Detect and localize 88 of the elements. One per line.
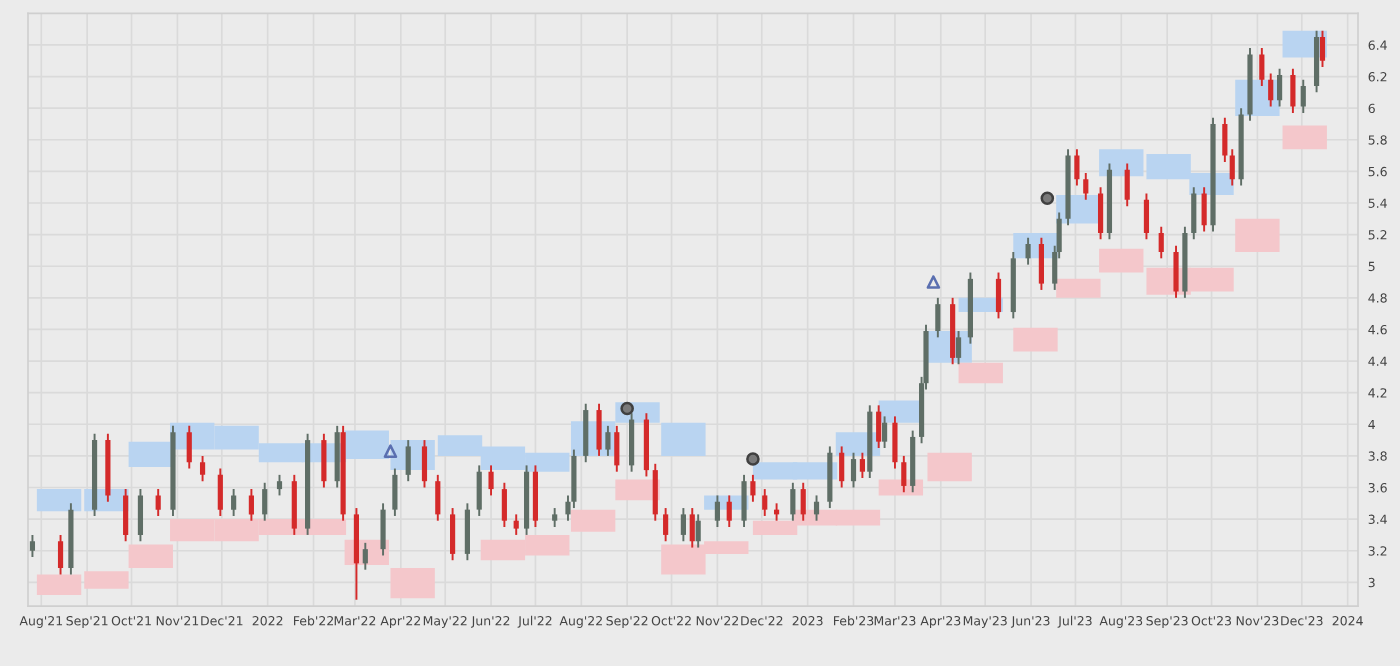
candlestick: [155, 488, 161, 517]
candlestick: [476, 464, 482, 517]
candlestick: [1222, 116, 1228, 163]
candlestick: [614, 424, 620, 473]
bar: [390, 568, 435, 599]
candlestick: [321, 432, 327, 489]
candlestick: [380, 502, 386, 557]
candlestick: [901, 454, 907, 494]
candlestick: [1268, 72, 1274, 108]
candlestick: [652, 462, 658, 522]
candlestick: [488, 464, 494, 497]
candlestick: [605, 424, 611, 457]
candlestick: [839, 445, 845, 489]
point: [620, 401, 634, 416]
candlestick: [850, 451, 857, 489]
candlestick: [1038, 236, 1044, 291]
candlestick: [680, 507, 686, 543]
candlestick: [362, 541, 368, 571]
candlestick: [1083, 171, 1089, 201]
candlestick: [217, 467, 223, 517]
candlestick: [262, 481, 268, 522]
candlestick: [882, 415, 888, 449]
candlestick: [726, 494, 732, 528]
candlestick: [199, 454, 206, 483]
candlestick: [1259, 47, 1265, 87]
candlestick: [57, 533, 64, 576]
candlestick: [995, 271, 1002, 320]
candlestick: [689, 507, 695, 549]
candlestick: [695, 513, 701, 549]
candlestick: [583, 402, 589, 464]
point: [746, 452, 760, 466]
candlestick: [464, 502, 470, 562]
candlestick: [1124, 162, 1130, 208]
candlestick: [29, 533, 36, 559]
candlestick: [501, 481, 507, 528]
candlestick: [1319, 29, 1326, 69]
candlestick: [552, 507, 558, 528]
candlestick: [813, 494, 820, 522]
candlestick: [1143, 192, 1150, 241]
candlestick: [291, 473, 297, 536]
candlestick: [123, 488, 129, 543]
candlestick: [741, 473, 747, 528]
point: [1040, 191, 1055, 206]
bar: [927, 452, 972, 482]
bar: [661, 422, 706, 456]
bar: [1282, 125, 1327, 150]
candlestick: [1229, 148, 1235, 187]
candlestick: [1173, 244, 1179, 299]
candlestick: [1025, 236, 1031, 266]
candlestick: [663, 507, 669, 543]
candlestick: [750, 473, 756, 503]
candlestick: [1201, 186, 1207, 233]
candlestick: [392, 467, 398, 517]
point: [383, 444, 398, 458]
bar: [1235, 218, 1280, 252]
bar: [1013, 327, 1058, 352]
candlestick: [762, 488, 768, 517]
candlestick: [800, 481, 806, 522]
candlestick: [421, 439, 428, 489]
candlestick: [276, 473, 283, 497]
candlestick: [1074, 148, 1080, 187]
candlestick: [859, 451, 865, 479]
candlestick: [248, 488, 254, 522]
candlestick: [186, 424, 192, 470]
bar: [958, 362, 1003, 384]
candlestick: [790, 481, 796, 522]
candlestick: [629, 412, 635, 473]
candlestick: [596, 402, 602, 457]
candlestick: [231, 488, 237, 517]
candlestick: [1158, 225, 1164, 260]
candlestick: [955, 330, 962, 366]
bar: [1056, 278, 1101, 298]
point: [926, 275, 941, 289]
candlestick: [1191, 186, 1197, 241]
bar: [570, 509, 616, 532]
candlestick: [714, 494, 720, 528]
candlestick: [892, 415, 898, 470]
candlestick: [876, 404, 882, 449]
candlestick: [1277, 67, 1283, 108]
candlestick: [450, 507, 456, 562]
candlestick: [1097, 186, 1104, 241]
candlestick: [435, 473, 441, 522]
candlestick: [935, 296, 941, 339]
candlestick: [513, 513, 519, 536]
candlestick: [1290, 67, 1296, 114]
candlestick: [137, 488, 144, 543]
candlestick: [405, 439, 411, 483]
candlestick: [1300, 78, 1306, 114]
